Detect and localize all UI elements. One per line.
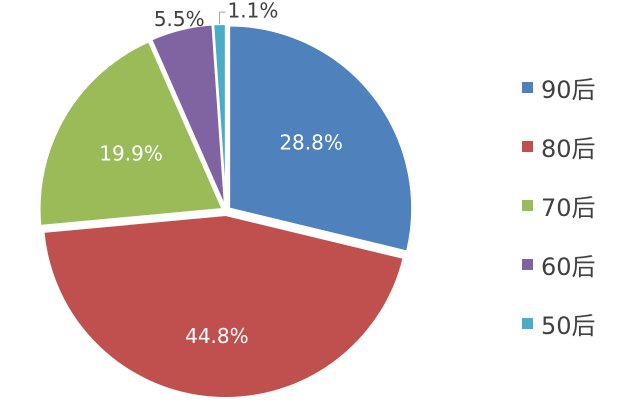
legend-swatch-80s (522, 140, 533, 152)
legend-swatch-60s (522, 258, 533, 270)
legend-swatch-70s (522, 199, 533, 211)
legend-label-60s: 60后 (541, 252, 596, 281)
legend-label-50s: 50后 (541, 311, 596, 340)
legend-label-70s: 70后 (541, 193, 596, 222)
legend-label-80s: 80后 (541, 134, 596, 163)
data-label-70s: 19.9% (99, 142, 163, 166)
pie-slice-50s (212, 23, 227, 208)
legend-item-60s: 60后 (522, 249, 596, 281)
legend-label-90s: 90后 (541, 75, 596, 104)
pie-slice-70s (38, 40, 225, 227)
pie-plot-area: 28.8% 44.8% 19.9% 5.5% 1.1% (38, 0, 414, 399)
leader-line-50s (219, 11, 226, 25)
legend-item-80s: 80后 (522, 131, 596, 163)
legend-item-70s: 70后 (522, 190, 596, 222)
legend: 90后 80后 70后 60后 50后 (522, 72, 596, 367)
legend-swatch-90s (522, 81, 533, 93)
legend-swatch-50s (522, 317, 533, 329)
pie-slice-90s (228, 24, 414, 253)
legend-item-90s: 90后 (522, 72, 596, 104)
pie-slice-80s (42, 213, 405, 399)
data-label-60s: 5.5% (154, 7, 205, 31)
data-label-50s: 1.1% (228, 0, 279, 23)
legend-item-50s: 50后 (522, 308, 596, 340)
data-label-80s: 44.8% (185, 324, 249, 348)
data-label-90s: 28.8% (279, 131, 343, 155)
